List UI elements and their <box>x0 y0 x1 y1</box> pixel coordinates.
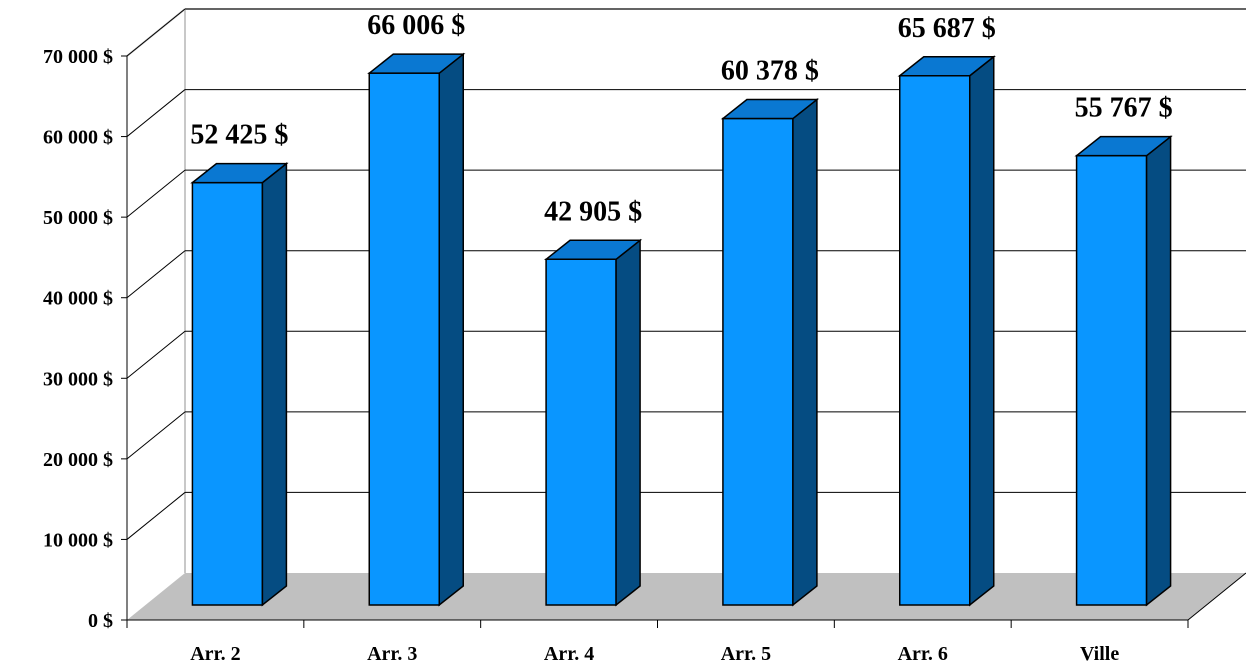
y-tick-label: 30 000 $ <box>43 368 113 390</box>
bar-side <box>438 52 464 607</box>
y-tick-label: 60 000 $ <box>43 127 113 149</box>
y-tick-label: 50 000 $ <box>43 207 113 229</box>
y-tick-label: 70 000 $ <box>43 46 113 68</box>
bar-top <box>1074 135 1173 157</box>
bar <box>720 97 820 607</box>
bar <box>897 55 996 607</box>
bar <box>367 52 466 607</box>
y-tick-label: 0 $ <box>88 610 113 632</box>
data-label: 42 905 $ <box>544 196 642 227</box>
bar-front <box>368 72 440 606</box>
bar-top <box>543 239 643 261</box>
bar-front <box>545 258 617 606</box>
data-labels: 52 425 $ 66 006 $ 42 905 $ 60 378 $ 65 687 $… <box>190 10 1172 227</box>
y-tick-label: 10 000 $ <box>43 529 113 551</box>
floor-right-edge <box>1187 572 1246 621</box>
data-label: 65 687 $ <box>898 13 996 44</box>
gridline-side <box>126 89 186 137</box>
bar-front <box>722 117 794 606</box>
data-label: 52 425 $ <box>190 120 288 151</box>
x-tick-label: Arr. 2 <box>190 643 240 665</box>
bar-side <box>615 238 641 607</box>
bar-side <box>261 162 288 607</box>
bar-top <box>367 53 466 74</box>
y-tick-label: 20 000 $ <box>43 449 113 471</box>
bar <box>1074 135 1173 607</box>
bar-side <box>792 97 818 607</box>
bar-front <box>899 75 971 606</box>
data-label: 66 006 $ <box>367 10 465 41</box>
bar-top <box>897 56 996 77</box>
data-label: 60 378 $ <box>721 56 819 87</box>
gridline-side <box>126 411 186 460</box>
bar <box>543 238 643 607</box>
gridline-side <box>126 250 186 299</box>
bar-top <box>190 162 289 184</box>
x-tick-labels: Arr. 2 Arr. 3 Arr. 4 Arr. 5 Arr. 6 Ville <box>126 620 1189 665</box>
gridline-side <box>126 169 186 218</box>
x-tick-label: Arr. 4 <box>544 643 594 665</box>
bar-top <box>720 98 820 120</box>
bars <box>190 52 1173 607</box>
x-tick-label: Arr. 5 <box>721 643 771 665</box>
data-label: 55 767 $ <box>1075 93 1173 124</box>
bar <box>190 162 289 607</box>
gridline-side <box>126 492 186 540</box>
bar-front <box>1075 154 1148 606</box>
x-tick-label: Arr. 3 <box>367 643 417 665</box>
gridline-side <box>126 8 186 57</box>
y-tick-label: 40 000 $ <box>43 288 113 310</box>
bar-side <box>969 55 995 607</box>
y-tick-labels: 0 $ 10 000 $ 20 000 $ 30 000 $ 40 000 $ 50 00… <box>43 46 127 632</box>
x-tick-label: Ville <box>1080 643 1119 665</box>
bar-side <box>1145 135 1172 607</box>
gridlines <box>126 8 1246 540</box>
x-tick-label: Arr. 6 <box>898 643 948 665</box>
gridline-side <box>126 330 186 379</box>
bar-front <box>191 181 264 606</box>
